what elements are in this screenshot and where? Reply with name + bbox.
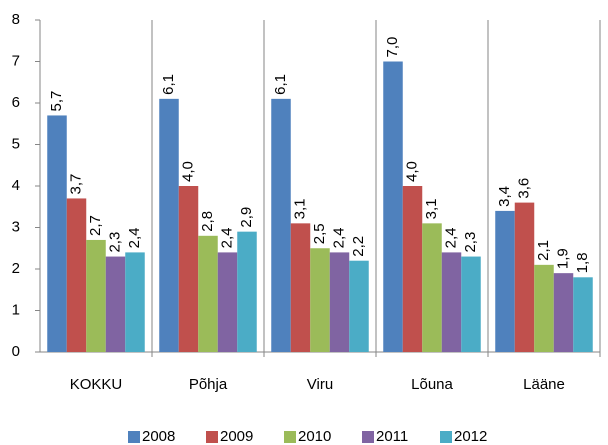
x-tick-label: KOKKU xyxy=(70,376,123,393)
bar xyxy=(402,186,423,352)
data-label: 3,6 xyxy=(515,178,532,199)
bar xyxy=(198,235,218,352)
bar xyxy=(422,223,442,352)
bar xyxy=(383,61,403,352)
bar xyxy=(86,239,106,352)
y-tick-label: 2 xyxy=(12,260,20,277)
data-label: 6,1 xyxy=(272,74,289,95)
x-tick-label: Lõuna xyxy=(411,376,453,393)
data-label: 5,7 xyxy=(48,91,65,112)
data-label: 4,0 xyxy=(179,161,196,182)
bar xyxy=(125,252,145,352)
bar xyxy=(159,98,179,352)
data-label: 2,8 xyxy=(199,211,216,232)
data-label: 2,4 xyxy=(442,228,459,249)
data-label: 3,1 xyxy=(423,198,440,219)
legend-label: 2011 xyxy=(376,428,408,445)
data-label: 2,4 xyxy=(218,228,235,249)
legend-label: 2008 xyxy=(142,428,175,445)
y-tick-label: 1 xyxy=(12,301,20,318)
y-tick-label: 5 xyxy=(12,135,20,152)
legend-swatch xyxy=(206,431,218,443)
bar xyxy=(553,273,574,352)
bar xyxy=(47,115,67,352)
data-label: 2,9 xyxy=(238,207,255,228)
y-tick-label: 7 xyxy=(12,52,20,69)
data-label: 7,0 xyxy=(384,37,401,58)
data-label: 1,8 xyxy=(574,252,591,273)
bar xyxy=(514,202,535,352)
data-label: 4,0 xyxy=(403,161,420,182)
y-tick-label: 4 xyxy=(12,177,20,194)
bar xyxy=(573,277,593,352)
legend-swatch xyxy=(284,431,296,443)
y-tick-label: 8 xyxy=(12,11,20,28)
y-tick-label: 3 xyxy=(12,218,20,235)
data-label: 2,3 xyxy=(106,232,123,253)
bar xyxy=(66,198,87,352)
bar xyxy=(105,256,126,352)
bar xyxy=(495,210,515,352)
y-tick-label: 0 xyxy=(12,343,20,360)
x-tick-label: Lääne xyxy=(523,376,565,393)
data-label: 2,4 xyxy=(330,228,347,249)
data-label: 2,5 xyxy=(311,223,328,244)
bar xyxy=(349,260,369,352)
legend-swatch xyxy=(362,431,374,443)
bar xyxy=(178,186,199,352)
x-tick-label: Põhja xyxy=(189,376,228,393)
data-label: 2,1 xyxy=(535,240,552,261)
bar xyxy=(237,231,257,352)
x-tick-label: Viru xyxy=(307,376,333,393)
data-label: 3,7 xyxy=(67,174,84,195)
legend-label: 2009 xyxy=(220,428,253,445)
data-label: 3,4 xyxy=(496,186,513,207)
data-label: 2,4 xyxy=(126,228,143,249)
legend-swatch xyxy=(128,431,140,443)
data-label: 2,3 xyxy=(462,232,479,253)
bar xyxy=(310,248,330,352)
bar xyxy=(534,264,554,352)
bar xyxy=(461,256,481,352)
bar xyxy=(329,252,350,352)
bar xyxy=(290,223,311,352)
legend-swatch xyxy=(440,431,452,443)
legend-label: 2012 xyxy=(454,428,487,445)
data-label: 2,7 xyxy=(87,215,104,236)
data-label: 6,1 xyxy=(160,74,177,95)
data-label: 1,9 xyxy=(554,248,571,269)
bar xyxy=(441,252,462,352)
data-label: 2,2 xyxy=(350,236,367,257)
bar xyxy=(271,98,291,352)
y-tick-label: 6 xyxy=(12,94,20,111)
data-label: 3,1 xyxy=(291,198,308,219)
legend-label: 2010 xyxy=(298,428,331,445)
bar xyxy=(217,252,238,352)
